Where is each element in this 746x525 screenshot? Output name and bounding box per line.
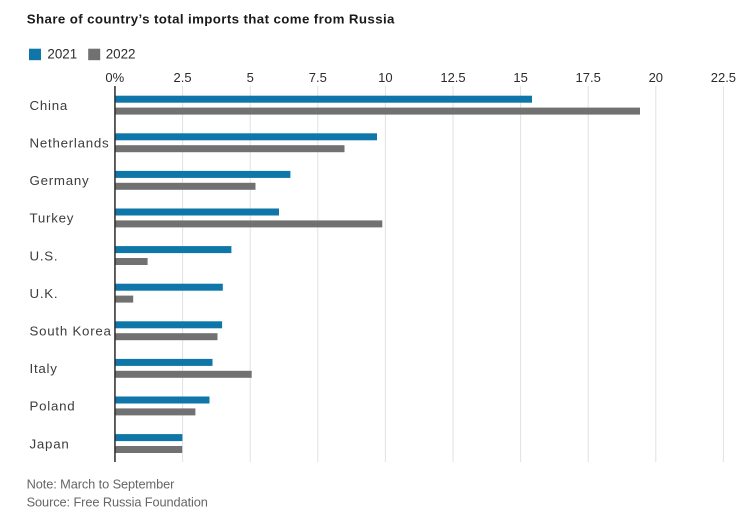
svg-text:Share of country’s total impor: Share of country’s total imports that co…	[27, 12, 395, 27]
svg-text:Netherlands: Netherlands	[30, 136, 110, 151]
svg-text:Poland: Poland	[30, 399, 76, 414]
svg-text:0%: 0%	[105, 70, 124, 85]
svg-text:7.5: 7.5	[309, 70, 327, 85]
svg-text:China: China	[30, 98, 69, 113]
svg-text:Source: Free Russia Foundation: Source: Free Russia Foundation	[27, 495, 208, 510]
svg-text:Japan: Japan	[30, 436, 70, 451]
svg-text:South Korea: South Korea	[30, 324, 112, 339]
svg-text:Germany: Germany	[30, 173, 90, 188]
svg-text:17.5: 17.5	[576, 70, 601, 85]
svg-text:20: 20	[649, 70, 663, 85]
svg-text:2022: 2022	[106, 47, 136, 62]
svg-text:Italy: Italy	[30, 361, 58, 376]
svg-text:2021: 2021	[47, 47, 77, 62]
svg-text:10: 10	[378, 70, 392, 85]
svg-text:2.5: 2.5	[174, 70, 192, 85]
svg-text:5: 5	[247, 70, 254, 85]
svg-text:U.K.: U.K.	[30, 286, 59, 301]
svg-text:22.5: 22.5	[711, 70, 736, 85]
svg-text:Turkey: Turkey	[30, 211, 75, 226]
svg-text:15: 15	[513, 70, 527, 85]
svg-text:Note: March to September: Note: March to September	[27, 476, 176, 491]
svg-text:12.5: 12.5	[440, 70, 465, 85]
svg-text:U.S.: U.S.	[30, 248, 59, 263]
